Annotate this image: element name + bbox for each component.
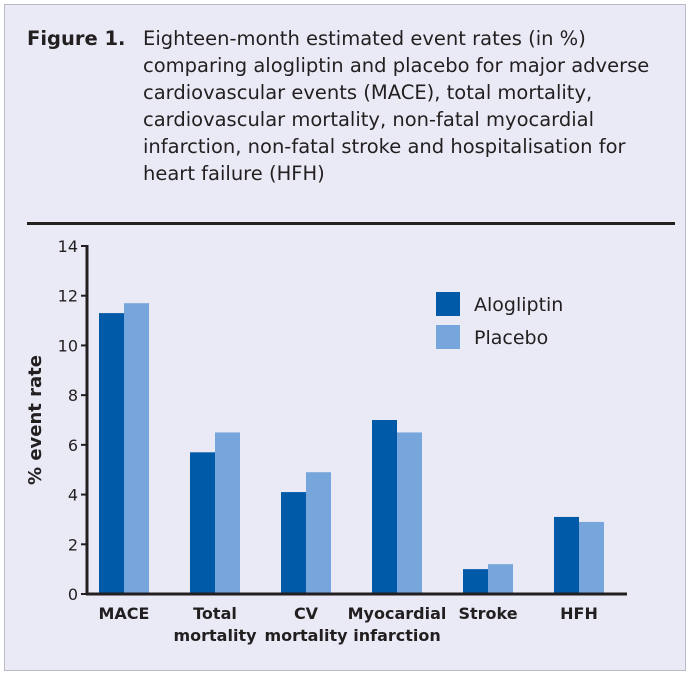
- legend-label-placebo: Placebo: [474, 327, 548, 349]
- bar-alogliptin-stroke: [463, 569, 488, 594]
- legend-label-alogliptin: Alogliptin: [474, 294, 563, 316]
- legend-swatch-placebo: [436, 325, 460, 349]
- x-category-label: MACE: [99, 604, 150, 623]
- y-axis-label: % event rate: [25, 355, 46, 485]
- bar-alogliptin-myocardial-infarction: [372, 420, 397, 594]
- x-category-label: HFH: [560, 604, 598, 623]
- bar-alogliptin-total-mortality: [190, 452, 215, 594]
- x-category-label: Myocardial: [348, 604, 447, 623]
- bar-alogliptin-mace: [99, 313, 124, 594]
- x-category-label: mortality: [173, 626, 257, 645]
- x-category-label: mortality: [264, 626, 348, 645]
- figure-caption-text: Eighteen-month estimated event rates (in…: [143, 27, 650, 185]
- x-category-label: CV: [294, 604, 319, 623]
- y-tick-label: 2: [68, 535, 78, 554]
- x-category-label: infarction: [353, 626, 441, 645]
- x-category-label: Total: [193, 604, 237, 623]
- legend-swatch-alogliptin: [436, 292, 460, 316]
- y-tick-label: 4: [68, 486, 78, 505]
- y-tick-label: 14: [58, 237, 78, 256]
- bar-placebo-hfh: [579, 521, 604, 594]
- bar-placebo-cv-mortality: [306, 472, 331, 594]
- bar-alogliptin-hfh: [554, 516, 579, 594]
- bar-placebo-mace: [124, 303, 149, 594]
- bar-alogliptin-cv-mortality: [281, 492, 306, 594]
- y-tick-label: 10: [58, 336, 78, 355]
- bar-placebo-myocardial-infarction: [397, 432, 422, 594]
- caption-divider: [27, 222, 675, 225]
- y-tick-label: 6: [68, 436, 78, 455]
- bar-placebo-stroke: [488, 564, 513, 594]
- figure-label: Figure 1.: [27, 27, 126, 50]
- y-tick-label: 0: [68, 585, 78, 604]
- y-tick-label: 8: [68, 386, 78, 405]
- x-category-label: Stroke: [458, 604, 517, 623]
- bar-placebo-total-mortality: [215, 432, 240, 594]
- y-tick-label: 12: [58, 287, 78, 306]
